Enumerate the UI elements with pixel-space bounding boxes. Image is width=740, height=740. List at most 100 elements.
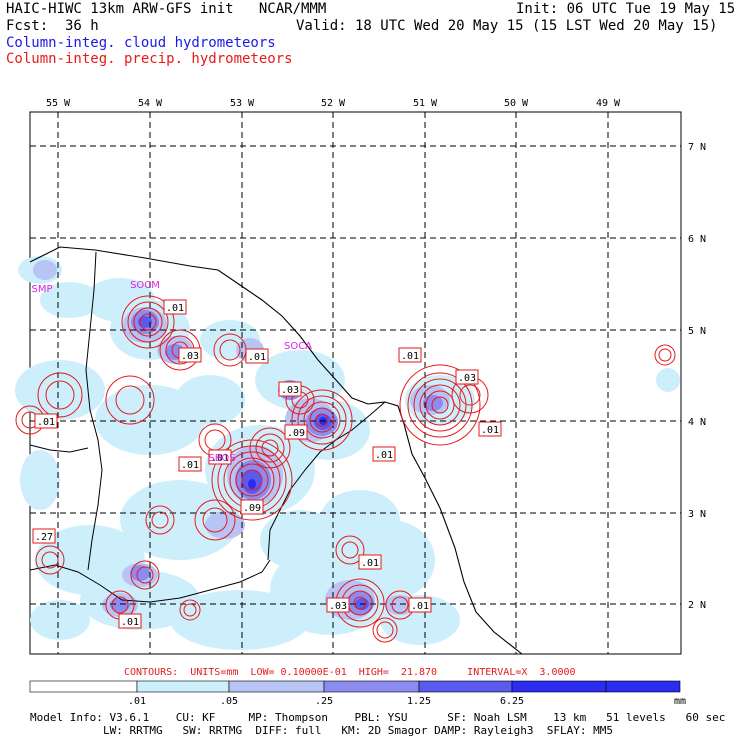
contour-label-box: [34, 413, 58, 429]
colorbar-tick: 6.25: [500, 696, 524, 707]
cloud-blob: [656, 368, 680, 392]
precip-contour: [115, 385, 145, 415]
border-suriname-guyana: [85, 251, 103, 571]
colorbar-tick: 1.25: [407, 696, 431, 707]
cloud-blob: [15, 360, 105, 420]
cloud-blob: [385, 595, 415, 615]
cloud-blob: [33, 260, 57, 280]
precip-contour: [391, 596, 409, 614]
cloud-blob: [120, 480, 240, 560]
lat-label: 2 N: [688, 600, 706, 611]
contour-label-box: [398, 347, 422, 363]
contour-label-text: .01: [181, 460, 199, 471]
contour-label: .01: [408, 597, 432, 613]
contour-label-text: .01: [37, 417, 55, 428]
precip-contour: [194, 499, 236, 541]
precip-contour: [235, 463, 269, 497]
precip-contour: [255, 433, 285, 463]
precip-contour: [376, 621, 394, 639]
colorbar-segment: [605, 680, 681, 693]
precip-contour: [219, 339, 241, 361]
precip-contour: [372, 617, 398, 643]
init-time: Init: 06 UTC Tue 19 May 15: [516, 1, 736, 17]
precip-contour: [413, 378, 467, 432]
station-label: SBOS: [208, 453, 235, 464]
precip-contour: [133, 307, 163, 337]
lon-label: 50 W: [504, 98, 529, 109]
lon-label: 49 W: [596, 98, 621, 109]
lon-label: 55 W: [46, 98, 71, 109]
precip-contour: [431, 396, 449, 414]
precip-contour: [37, 372, 83, 418]
contour-label-box: [358, 554, 382, 570]
precip-contour: [136, 566, 154, 584]
precip-contour: [35, 545, 65, 575]
contour-label-text: .03: [329, 601, 347, 612]
lat-lon-grid: [30, 112, 681, 654]
contour-label-text: .01: [248, 352, 266, 363]
colorbar-segment: [511, 680, 607, 693]
station-label: SOCM: [130, 280, 160, 291]
contour-label: .01: [163, 299, 187, 315]
cloud-blob: [138, 316, 152, 328]
colorbar-segment: [136, 680, 230, 693]
precip-contour: [130, 560, 160, 590]
contour-label: .01: [178, 456, 202, 472]
contour-label: .01: [478, 421, 502, 437]
contour-label-text: .03: [281, 385, 299, 396]
precip-contour: [127, 301, 169, 343]
colorbar-segment: [29, 680, 138, 693]
contour-label-box: [178, 456, 202, 472]
precip-contour: [291, 389, 353, 451]
colorbar-segment: [418, 680, 513, 693]
contour-label-text: .01: [401, 351, 419, 362]
contour-label-box: [178, 347, 202, 363]
lat-label: 3 N: [688, 509, 706, 520]
border-oyapock: [29, 444, 89, 453]
contour-label-box: [478, 421, 502, 437]
lat-label: 5 N: [688, 326, 706, 337]
cloud-shading: [15, 256, 680, 650]
axis-labels: 55 W 54 W 53 W 52 W 51 W 50 W 49 W 7 N 6 N 5 N 4 N…: [46, 98, 706, 611]
precip-contour: [121, 295, 175, 349]
lat-label: 6 N: [688, 234, 706, 245]
contour-label: .01: [358, 554, 382, 570]
coastline: [29, 246, 523, 655]
station-labels: SMP SOCM SOCA SBOS: [31, 280, 312, 464]
contour-label: .27: [32, 528, 56, 544]
contour-label-text: .09: [243, 503, 261, 514]
precip-contour: [335, 535, 365, 565]
cloud-blob: [205, 511, 245, 539]
contour-label-text: .01: [375, 450, 393, 461]
contour-label: .01: [118, 613, 142, 629]
lat-label: 4 N: [688, 417, 706, 428]
contour-label: .01: [34, 413, 58, 429]
contour-label-text: .01: [361, 558, 379, 569]
precip-contour: [202, 507, 228, 533]
contour-label-box: [118, 613, 142, 629]
contour-label: .09: [240, 499, 264, 515]
contour-label-text: .01: [166, 303, 184, 314]
contour-label-text: .01: [211, 453, 229, 464]
colorbar-segment: [228, 680, 325, 693]
contour-label: .01: [398, 347, 422, 363]
contour-label-box: [455, 369, 479, 385]
station-label: SOCA: [284, 341, 312, 352]
contour-label-box: [163, 299, 187, 315]
precip-contour: [419, 384, 461, 426]
contour-label-text: .09: [287, 428, 305, 439]
cloud-blob: [175, 375, 245, 425]
contour-label: .03: [455, 369, 479, 385]
contour-label-text: .27: [35, 532, 53, 543]
contour-label: .01: [245, 348, 269, 364]
precip-contour: [105, 375, 155, 425]
contour-label-box: [32, 528, 56, 544]
precip-contour: [459, 384, 481, 406]
cloud-blob: [248, 479, 256, 489]
precip-contour: [179, 599, 201, 621]
cloud-blob: [110, 598, 130, 612]
contour-label: .01: [208, 449, 232, 465]
legend-cloud: Column-integ. cloud hydrometeors: [6, 35, 276, 51]
contour-label: .03: [178, 347, 202, 363]
